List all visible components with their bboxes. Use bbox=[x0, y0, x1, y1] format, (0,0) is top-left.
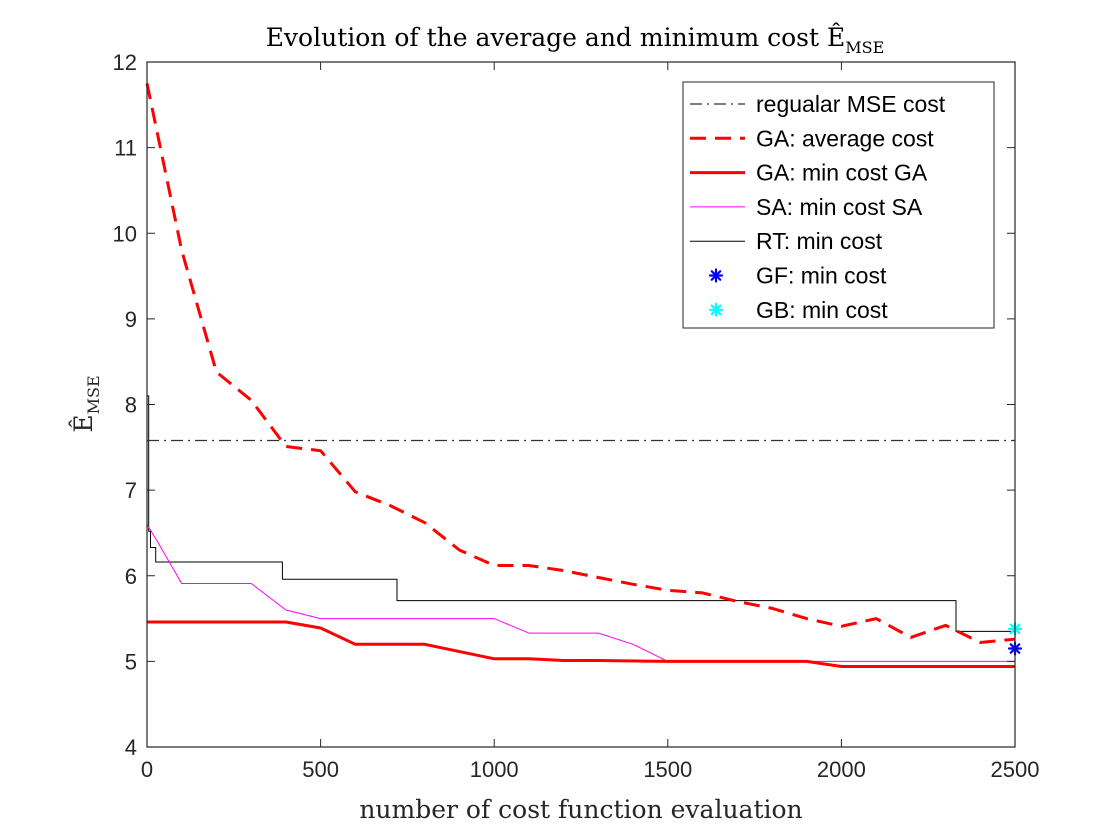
x-axis-ticks: 0 500 1000 1500 2000 2500 bbox=[141, 62, 1040, 782]
legend-label: RT: min cost bbox=[756, 228, 883, 254]
y-axis-label-main: Ê bbox=[69, 414, 98, 432]
series-rt-min-cost-line bbox=[147, 395, 1015, 632]
chart-title-sub: MSE bbox=[845, 38, 884, 57]
y-tick-label: 8 bbox=[125, 393, 137, 418]
legend-box bbox=[682, 81, 995, 329]
y-axis-label-sub: MSE bbox=[84, 375, 103, 414]
y-tick-label: 5 bbox=[125, 649, 137, 674]
plot-frame bbox=[146, 61, 1016, 748]
y-tick-label: 6 bbox=[125, 564, 137, 589]
x-tick-label: 500 bbox=[302, 757, 339, 782]
legend-label: SA: min cost SA bbox=[756, 194, 923, 220]
y-axis-label: ÊMSE bbox=[69, 375, 103, 432]
legend-entry-gb-min-cost: GB: min cost bbox=[708, 297, 888, 323]
y-tick-label: 12 bbox=[113, 50, 137, 75]
y-tick-label: 11 bbox=[114, 136, 137, 161]
x-tick-label: 1500 bbox=[643, 757, 692, 782]
chart-title-main: Evolution of the average and minimum cos… bbox=[266, 23, 846, 52]
legend-entry-ga-min-cost-ga: GA: min cost GA bbox=[690, 160, 928, 186]
legend: regualar MSE cost GA: average cost GA: min… bbox=[682, 81, 995, 329]
x-tick-label: 1000 bbox=[470, 757, 519, 782]
y-tick-label: 9 bbox=[125, 307, 137, 332]
legend-entry-gf-min-cost: GF: min cost bbox=[708, 263, 887, 289]
series-ga-min-cost-ga-line bbox=[147, 620, 1015, 668]
legend-marker-icon bbox=[708, 302, 724, 317]
legend-entry-rt-min-cost: RT: min cost bbox=[690, 228, 883, 254]
legend-entry-ga-average-cost: GA: average cost bbox=[690, 125, 934, 151]
y-tick-label: 10 bbox=[113, 221, 137, 246]
x-tick-label: 2500 bbox=[991, 757, 1040, 782]
legend-entry-regualar-mse-cost: regualar MSE cost bbox=[690, 91, 946, 117]
x-tick-label: 0 bbox=[141, 757, 153, 782]
x-tick-label: 2000 bbox=[817, 757, 866, 782]
x-axis-label: number of cost function evaluation bbox=[359, 795, 802, 824]
legend-marker-icon bbox=[708, 268, 724, 283]
legend-label: regualar MSE cost bbox=[756, 91, 946, 117]
y-axis-ticks: 4 5 6 7 8 9 10 11 12 bbox=[113, 50, 1015, 760]
legend-label: GF: min cost bbox=[756, 263, 887, 289]
legend-label: GB: min cost bbox=[756, 297, 888, 323]
y-tick-label: 4 bbox=[125, 735, 137, 760]
series-ga-average-cost-line bbox=[145, 83, 1016, 644]
legend-entry-sa-min-cost-sa: SA: min cost SA bbox=[690, 194, 923, 220]
y-tick-label: 7 bbox=[125, 478, 137, 503]
series-sa-min-cost-sa-line bbox=[146, 524, 1015, 662]
legend-label: GA: min cost GA bbox=[756, 160, 928, 186]
legend-label: GA: average cost bbox=[756, 125, 934, 151]
chart-title: Evolution of the average and minimum cos… bbox=[266, 23, 885, 57]
